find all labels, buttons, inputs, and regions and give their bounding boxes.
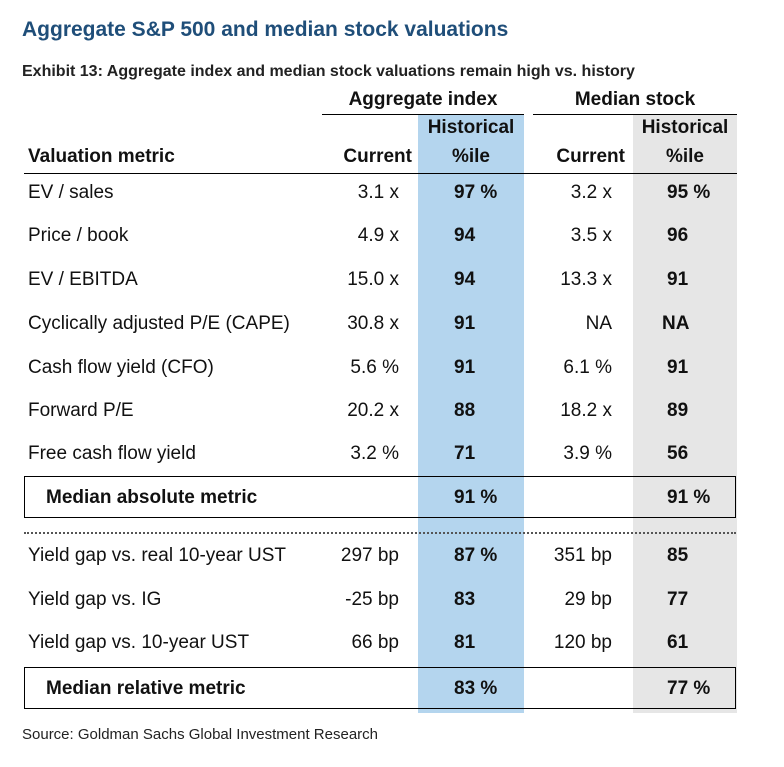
median-percentile-value: 61	[667, 632, 689, 653]
aggregate-percentile-value: 94	[454, 225, 476, 246]
metric-label: Yield gap vs. 10-year UST	[28, 632, 250, 653]
median-absolute-aggregate-value: 91 %	[454, 487, 498, 508]
aggregate-percentile-value: 71	[454, 443, 476, 464]
median-absolute-row	[24, 476, 736, 518]
aggregate-historical-header: Historical	[427, 117, 515, 138]
metric-label: EV / sales	[28, 182, 114, 203]
aggregate-percentile-value: 88	[454, 400, 476, 421]
aggregate-percentile-value: 91	[454, 357, 476, 378]
aggregate-percentile-value: 91	[454, 313, 476, 334]
median-current-value: 13.3 x	[560, 269, 612, 290]
median-relative-label: Median relative metric	[46, 678, 246, 699]
median-current-header: Current	[556, 146, 625, 167]
page-title: Aggregate S&P 500 and median stock valua…	[22, 18, 509, 41]
metric-label: Yield gap vs. IG	[28, 589, 162, 610]
median-current-value: 3.9 %	[563, 443, 612, 464]
valuation-metric-header: Valuation metric	[28, 146, 175, 167]
aggregate-percentile-value: 97 %	[454, 182, 498, 203]
metric-label: Yield gap vs. real 10-year UST	[28, 545, 287, 566]
median-percentile-value: 96	[667, 225, 689, 246]
median-current-value: 3.2 x	[570, 182, 612, 203]
median-relative-median-value: 77 %	[667, 678, 711, 699]
median-percentile-value: 89	[667, 400, 689, 421]
aggregate-percentile-value: 83	[454, 589, 476, 610]
header-rule	[24, 173, 737, 174]
median-relative-aggregate-value: 83 %	[454, 678, 498, 699]
aggregate-current-value: 20.2 x	[347, 400, 399, 421]
source-note: Source: Goldman Sachs Global Investment …	[22, 726, 379, 743]
median-percentile-column-bg	[633, 115, 737, 713]
aggregate-percentile-column-bg	[418, 115, 524, 713]
median-current-value: 351 bp	[553, 545, 612, 566]
aggregate-current-value: 4.9 x	[357, 225, 399, 246]
median-current-value: 6.1 %	[563, 357, 612, 378]
median-percentile-header: %ile	[665, 146, 705, 167]
aggregate-index-group-header: Aggregate index	[348, 89, 498, 110]
median-current-value: 29 bp	[564, 589, 612, 610]
aggregate-current-value: 3.1 x	[357, 182, 399, 203]
median-group-underline	[533, 114, 737, 115]
aggregate-group-underline	[322, 114, 524, 115]
median-percentile-value: NA	[662, 313, 690, 334]
metric-label: Free cash flow yield	[28, 443, 196, 464]
metric-label: Price / book	[28, 225, 129, 246]
aggregate-percentile-header: %ile	[451, 146, 491, 167]
median-current-value: 120 bp	[553, 632, 612, 653]
metric-label: Forward P/E	[28, 400, 134, 421]
median-current-value: NA	[585, 313, 612, 334]
metric-label: Cyclically adjusted P/E (CAPE)	[28, 313, 290, 334]
median-percentile-value: 91	[667, 269, 689, 290]
median-historical-header: Historical	[641, 117, 729, 138]
median-absolute-label: Median absolute metric	[46, 487, 258, 508]
median-absolute-median-value: 91 %	[667, 487, 711, 508]
metric-label: Cash flow yield (CFO)	[28, 357, 214, 378]
aggregate-current-value: 15.0 x	[347, 269, 399, 290]
median-percentile-value: 56	[667, 443, 689, 464]
aggregate-percentile-value: 94	[454, 269, 476, 290]
median-percentile-value: 77	[667, 589, 689, 610]
aggregate-current-value: 297 bp	[340, 545, 399, 566]
median-percentile-value: 95 %	[667, 182, 711, 203]
aggregate-current-value: 30.8 x	[347, 313, 399, 334]
aggregate-current-value: -25 bp	[345, 589, 399, 610]
aggregate-percentile-value: 81	[454, 632, 476, 653]
median-current-value: 3.5 x	[570, 225, 612, 246]
median-percentile-value: 91	[667, 357, 689, 378]
aggregate-current-value: 5.6 %	[350, 357, 399, 378]
median-percentile-value: 85	[667, 545, 689, 566]
median-stock-group-header: Median stock	[574, 89, 696, 110]
section-divider	[24, 532, 736, 534]
aggregate-current-value: 3.2 %	[350, 443, 399, 464]
exhibit-subtitle: Exhibit 13: Aggregate index and median s…	[22, 63, 635, 80]
aggregate-current-header: Current	[343, 146, 412, 167]
median-relative-row	[24, 667, 736, 709]
aggregate-percentile-value: 87 %	[454, 545, 498, 566]
aggregate-current-value: 66 bp	[351, 632, 399, 653]
median-current-value: 18.2 x	[560, 400, 612, 421]
metric-label: EV / EBITDA	[28, 269, 138, 290]
